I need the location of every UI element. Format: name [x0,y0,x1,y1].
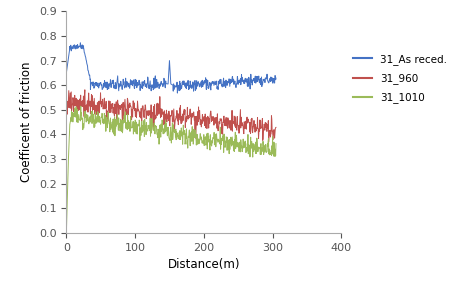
Line: 31_1010: 31_1010 [66,106,276,233]
31_960 [64,118,69,121]
31_As reced. [104,88,110,91]
31_960 [66,106,72,110]
31_1010 [64,231,69,235]
Y-axis label: Coefficent of friction: Coefficent of friction [20,62,33,182]
31_960 [180,113,185,116]
31_960 [223,121,228,124]
31_960 [82,88,88,91]
31_960 [261,129,266,133]
31_As reced. [78,41,83,45]
31_As reced. [64,71,69,75]
31_As reced. [249,83,255,87]
Legend: 31_As reced., 31_960, 31_1010: 31_As reced., 31_960, 31_1010 [349,50,452,108]
31_As reced. [264,72,270,76]
31_As reced. [174,91,180,95]
31_1010 [219,136,225,139]
Line: 31_960: 31_960 [66,90,276,142]
31_960 [273,126,279,129]
31_960 [267,128,273,132]
Line: 31_As reced.: 31_As reced. [66,43,276,93]
31_1010 [268,149,274,152]
31_1010 [273,142,279,145]
X-axis label: Distance(m): Distance(m) [168,258,240,271]
31_As reced. [227,85,233,88]
31_960 [266,140,272,144]
31_1010 [258,153,264,156]
31_1010 [240,137,246,141]
31_1010 [102,120,108,124]
31_1010 [78,105,83,108]
31_960 [122,105,128,108]
31_As reced. [109,80,115,84]
31_1010 [128,122,133,126]
31_As reced. [273,76,279,80]
31_As reced. [204,78,210,82]
